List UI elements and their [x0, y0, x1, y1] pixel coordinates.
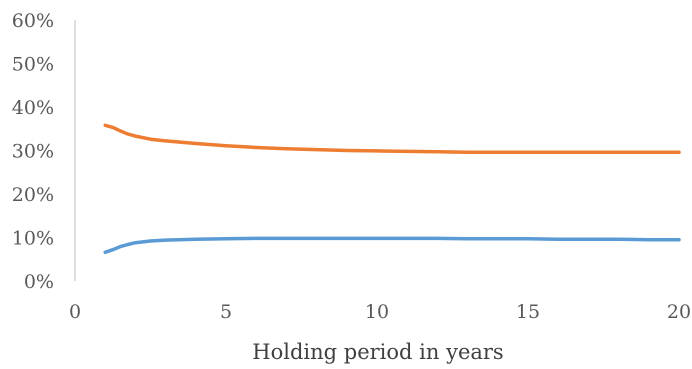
y-axis-ticks: 0% 10% 20% 30% 40% 50% 60%	[12, 10, 54, 293]
y-tick-label: 30%	[12, 141, 54, 163]
series-layer	[103, 123, 681, 255]
x-tick-label: 0	[69, 301, 81, 323]
x-axis-ticks: 0 5 10 15 20	[69, 301, 691, 323]
series-line-2	[103, 236, 681, 255]
y-tick-label: 40%	[12, 97, 54, 119]
x-axis-title: Holding period in years	[252, 340, 503, 364]
y-tick-label: 10%	[12, 228, 54, 250]
x-tick-label: 15	[516, 301, 540, 323]
x-tick-label: 5	[220, 301, 232, 323]
y-tick-label: 20%	[12, 184, 54, 206]
y-tick-label: 50%	[12, 54, 54, 76]
series-line-1	[103, 123, 681, 154]
y-tick-label: 0%	[24, 271, 54, 293]
y-tick-label: 60%	[12, 10, 54, 32]
x-tick-label: 20	[667, 301, 691, 323]
x-tick-label: 10	[365, 301, 389, 323]
